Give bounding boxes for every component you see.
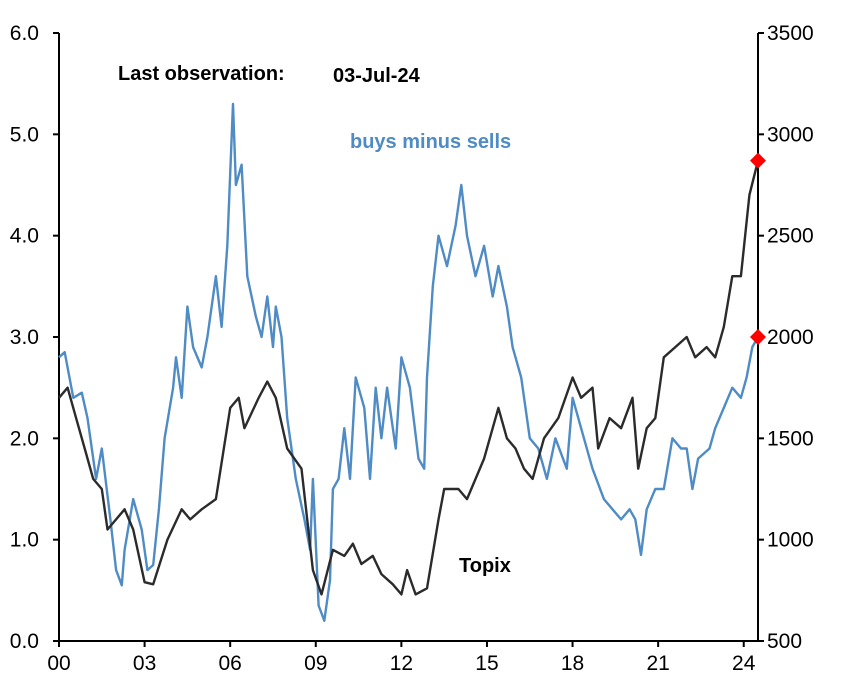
left-tick-label: 0.0 xyxy=(10,630,39,653)
right-tick-label: 500 xyxy=(767,630,802,653)
x-tick-label: 15 xyxy=(475,652,498,675)
last-value-marker-topix xyxy=(750,152,766,169)
right-tick-label: 1500 xyxy=(767,427,814,450)
x-tick-label: 00 xyxy=(47,652,70,675)
series-label-topix: Topix xyxy=(459,555,511,577)
x-tick-label: 03 xyxy=(133,652,156,675)
last-value-markers xyxy=(750,152,766,345)
left-tick-label: 6.0 xyxy=(10,22,39,45)
series-label-buys-minus-sells: buys minus sells xyxy=(350,131,511,153)
x-tick-label: 09 xyxy=(304,652,327,675)
x-tick-label: 24 xyxy=(732,652,756,675)
x-tick-label: 12 xyxy=(390,652,413,675)
right-tick-label: 2500 xyxy=(767,225,814,248)
left-tick-label: 5.0 xyxy=(10,123,39,146)
last-observation-date: 03-Jul-24 xyxy=(333,65,421,87)
series-lines xyxy=(58,102,760,622)
x-tick-label: 18 xyxy=(561,652,584,675)
axes: 0.01.02.03.04.05.06.05001000150020002500… xyxy=(10,22,814,675)
x-tick-label: 21 xyxy=(646,652,669,675)
right-tick-label: 2000 xyxy=(767,326,814,349)
series-line-topix xyxy=(58,160,760,596)
x-tick-label: 06 xyxy=(219,652,242,675)
left-tick-label: 4.0 xyxy=(10,225,39,248)
right-tick-label: 1000 xyxy=(767,529,814,552)
left-tick-label: 3.0 xyxy=(10,326,39,349)
series-line-buys-minus-sells xyxy=(58,102,760,622)
last-value-marker-buys-minus-sells xyxy=(750,329,766,345)
last-observation-label: Last observation: xyxy=(118,63,285,85)
left-tick-label: 1.0 xyxy=(10,529,39,552)
right-tick-label: 3000 xyxy=(767,123,814,146)
left-tick-label: 2.0 xyxy=(10,427,39,450)
right-tick-label: 3500 xyxy=(767,22,814,45)
